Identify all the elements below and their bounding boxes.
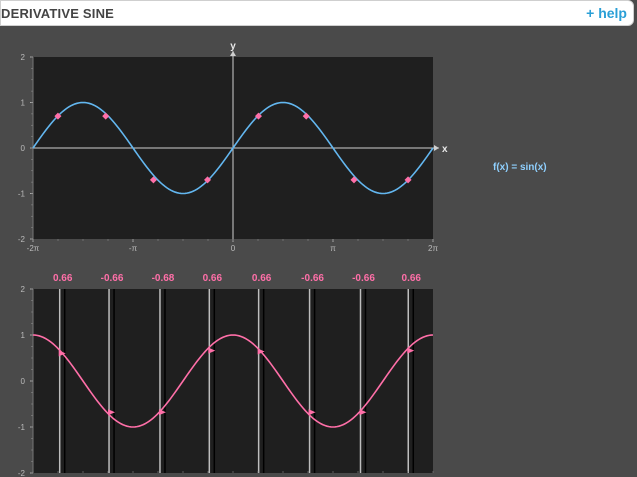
data-point-marker xyxy=(149,176,157,184)
derivative-curve xyxy=(32,334,434,428)
header-bar: DERIVATIVE SINE + help xyxy=(0,0,634,26)
slope-point-marker xyxy=(58,350,66,357)
slope-value-label: -0.66 xyxy=(101,273,124,284)
content-panel: 2 1 0 -1 -2 x y -2π -π 0 π 2π 2 1 0 -1 -2 0.66 -0.66 -0.68 0… xyxy=(0,28,634,477)
x-axis-arrow xyxy=(434,145,439,151)
y-tick-label: 0 xyxy=(21,144,26,153)
y-tick-label: -2 xyxy=(18,469,26,477)
help-link[interactable]: + help xyxy=(586,5,627,21)
data-point-marker xyxy=(404,176,412,184)
slope-point-marker xyxy=(108,409,116,416)
y-tick-label: 1 xyxy=(21,331,26,340)
page-title: DERIVATIVE SINE xyxy=(1,6,115,21)
slope-point-marker xyxy=(208,347,216,354)
y-tick-label: 2 xyxy=(21,53,26,62)
derivative-chart: 2 1 0 -1 -2 0.66 -0.66 -0.68 0.66 0.66 -0.66 -0.66 0… xyxy=(18,273,434,477)
y-axis-arrow xyxy=(230,51,236,56)
slope-value-label: -0.68 xyxy=(152,273,175,284)
x-axis-label: x xyxy=(442,144,448,155)
slope-point-marker xyxy=(308,409,316,416)
y-tick-label: 2 xyxy=(21,285,26,294)
slope-value-label: -0.66 xyxy=(352,273,375,284)
x-tick-label: -π xyxy=(129,244,138,253)
y-tick-label: 1 xyxy=(21,99,26,108)
slope-value-label: -0.66 xyxy=(301,273,324,284)
data-point-marker xyxy=(254,112,262,120)
x-tick-label: 2π xyxy=(428,244,438,253)
x-tick-label: 0 xyxy=(231,244,236,253)
y-tick-label: -1 xyxy=(18,423,26,432)
slope-point-marker xyxy=(359,409,367,416)
data-point-marker xyxy=(350,176,358,184)
plot-area xyxy=(33,289,433,473)
slope-point-marker xyxy=(158,409,166,416)
y-axis-label: y xyxy=(230,41,236,52)
y-tick-label: -2 xyxy=(18,235,26,244)
y-tick-label: -1 xyxy=(18,190,26,199)
slope-value-label: 0.66 xyxy=(402,273,422,284)
data-point-marker xyxy=(54,112,62,120)
slope-value-label: 0.66 xyxy=(252,273,272,284)
slope-value-label: 0.66 xyxy=(203,273,223,284)
data-point-marker xyxy=(204,176,212,184)
y-tick-label: 0 xyxy=(21,377,26,386)
sine-chart: 2 1 0 -1 -2 x y -2π -π 0 π 2π xyxy=(18,41,448,253)
slope-point-marker xyxy=(407,347,415,354)
slope-value-label: 0.66 xyxy=(53,273,73,284)
x-tick-label: -2π xyxy=(27,244,40,253)
slope-point-marker xyxy=(257,348,265,355)
function-formula: f(x) = sin(x) xyxy=(493,162,547,173)
charts-canvas: 2 1 0 -1 -2 x y -2π -π 0 π 2π 2 1 0 -1 -2 0.66 -0.66 -0.68 0… xyxy=(18,41,448,477)
data-point-marker xyxy=(302,112,310,120)
data-point-marker xyxy=(102,112,110,120)
x-tick-label: π xyxy=(330,244,336,253)
sine-curve xyxy=(32,101,434,195)
